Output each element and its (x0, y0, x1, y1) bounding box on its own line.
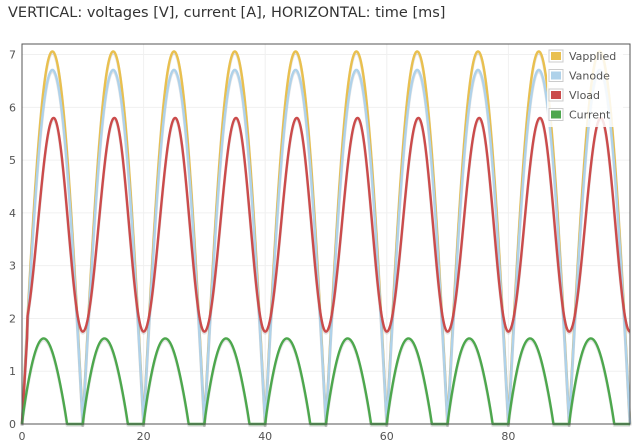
legend-swatch-vapplied (551, 52, 561, 60)
legend-swatch-vanode (551, 71, 561, 80)
x-tick-label: 20 (137, 430, 151, 443)
y-tick-label: 0 (9, 418, 16, 431)
legend-label-vload: Vload (569, 89, 600, 102)
y-tick-label: 7 (9, 49, 16, 62)
x-tick-label: 80 (501, 430, 515, 443)
y-tick-label: 3 (9, 260, 16, 273)
x-tick-label: 40 (258, 430, 272, 443)
plot-border (21, 43, 631, 425)
legend-swatch-vload (551, 91, 561, 99)
series-shadow-vapplied (20, 51, 632, 427)
legend-label-vanode: Vanode (569, 70, 610, 83)
y-tick-label: 6 (9, 101, 16, 114)
grid (22, 44, 630, 424)
y-tick-label: 1 (9, 365, 16, 378)
series-shadow-vanode (20, 69, 632, 427)
legend-label-vapplied: Vapplied (569, 50, 616, 63)
chart-title: VERTICAL: voltages [V], current [A], HOR… (8, 5, 446, 21)
legend: Vapplied Vanode Vload Current (547, 47, 623, 127)
x-tick-label: 60 (380, 430, 394, 443)
axes: 0 1 2 3 4 5 6 7 0 20 40 60 80 (9, 43, 631, 443)
series-line-vload (20, 116, 631, 425)
series-shadow-vload (20, 117, 631, 426)
y-tick-label: 2 (9, 312, 16, 325)
y-tick-label: 4 (9, 207, 16, 220)
legend-label-current: Current (569, 109, 611, 122)
y-tick-label: 5 (9, 154, 16, 167)
legend-swatch-current (551, 110, 561, 119)
x-tick-label: 0 (19, 430, 26, 443)
